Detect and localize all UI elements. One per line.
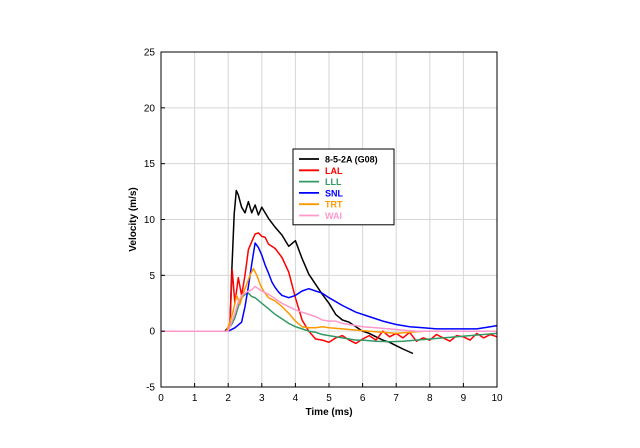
x-tick-label: 2: [225, 393, 231, 404]
x-axis-title: Time (ms): [305, 407, 352, 418]
y-tick-label: 10: [144, 215, 156, 226]
y-tick-label: 20: [144, 103, 156, 114]
legend-label: LLL: [325, 177, 342, 187]
x-tick-label: 1: [192, 393, 198, 404]
x-tick-label: 7: [393, 393, 399, 404]
x-tick-label: 8: [427, 393, 433, 404]
y-tick-label: 5: [149, 271, 155, 282]
series-lines: [161, 189, 498, 355]
series-line-5: [161, 285, 497, 332]
x-tick-label: 4: [293, 393, 299, 404]
y-tick-label: 0: [149, 327, 155, 338]
x-tick-label: 10: [491, 393, 503, 404]
x-tick-label: 9: [461, 393, 467, 404]
x-tick-label: 6: [360, 393, 366, 404]
x-tick-label: 5: [326, 393, 332, 404]
y-axis-title: Velocity (m/s): [128, 187, 139, 251]
legend-label: 8-5-2A (G08): [325, 155, 378, 165]
series-line-3: [161, 242, 498, 332]
y-tick-label: 25: [144, 48, 156, 59]
x-tick-label: 3: [259, 393, 265, 404]
y-tick-label: 15: [144, 159, 156, 170]
legend-box: [292, 148, 395, 226]
legend-label: SNL: [325, 188, 344, 198]
legend-label: TRT: [325, 200, 343, 210]
legend-label: LAL: [325, 166, 343, 176]
series-line-0: [161, 189, 414, 355]
x-tick-label: 0: [158, 393, 164, 404]
legend-label: WAI: [325, 211, 342, 221]
y-tick-label: -5: [146, 383, 155, 394]
